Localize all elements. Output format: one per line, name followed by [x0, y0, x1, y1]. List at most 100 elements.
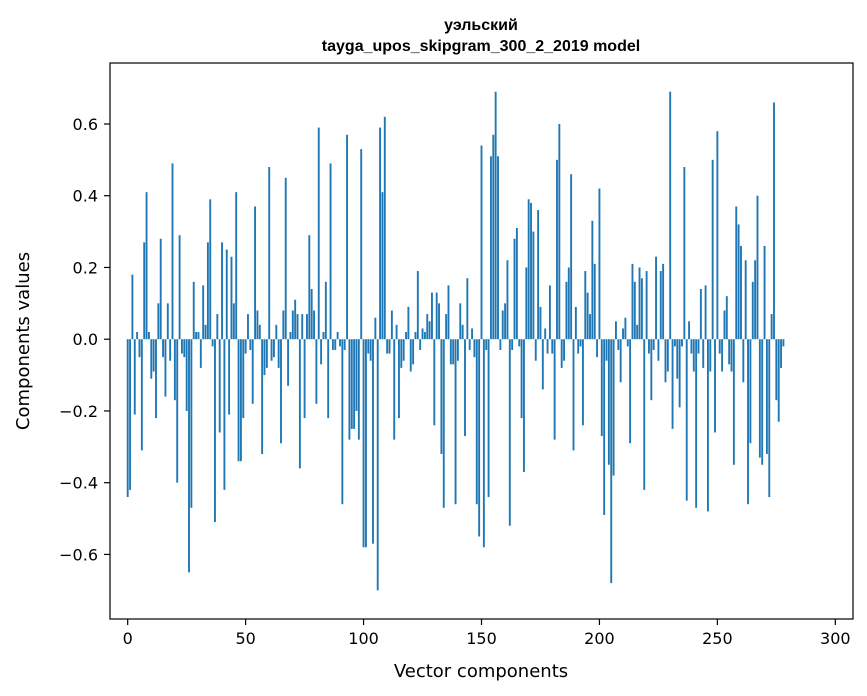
bar: [386, 339, 389, 354]
bar: [287, 339, 290, 386]
bar: [157, 303, 160, 340]
y-axis: −0.6 −0.4 −0.2 0.0 0.2 0.4 0.6: [59, 115, 110, 564]
y-tick-label: 0.0: [73, 330, 98, 349]
bar: [152, 339, 155, 372]
bar: [768, 339, 771, 498]
bar: [145, 192, 148, 340]
bar: [605, 339, 608, 361]
bar: [749, 339, 752, 444]
bar: [714, 339, 716, 433]
y-axis-label: Components values: [13, 252, 34, 430]
bar: [728, 339, 731, 365]
bar: [303, 339, 306, 419]
bar: [320, 339, 323, 365]
bar: [520, 339, 523, 419]
bar: [284, 177, 287, 340]
bar: [485, 339, 488, 350]
bar: [298, 339, 301, 469]
bar: [709, 339, 712, 372]
bar: [645, 271, 648, 340]
bar: [341, 339, 344, 505]
x-tick-label: 150: [466, 629, 497, 648]
bar: [402, 339, 405, 361]
bar: [454, 339, 457, 505]
bar: [275, 324, 278, 340]
bar: [643, 339, 646, 490]
bar: [268, 167, 271, 340]
bar: [445, 314, 448, 340]
bar: [308, 235, 311, 340]
bar: [574, 306, 577, 340]
bar: [692, 339, 695, 372]
bar: [504, 303, 507, 340]
bar: [471, 328, 474, 340]
bar: [367, 339, 370, 354]
bar: [242, 339, 245, 419]
bar: [393, 339, 396, 440]
bar: [244, 339, 247, 354]
bar: [721, 339, 724, 372]
bar: [551, 339, 554, 354]
bar: [126, 339, 129, 498]
bar: [218, 339, 221, 433]
bar: [723, 310, 726, 340]
bar: [155, 339, 157, 419]
bar: [350, 339, 353, 429]
bar: [487, 339, 490, 498]
bar: [732, 339, 735, 465]
bar: [780, 339, 783, 368]
bar: [456, 339, 459, 361]
bar: [464, 339, 466, 437]
bar: [381, 192, 384, 340]
bar: [147, 332, 150, 340]
bar: [364, 339, 367, 548]
bar: [544, 328, 547, 340]
bar: [421, 328, 424, 340]
bar: [489, 156, 492, 340]
y-tick-label: −0.6: [59, 545, 98, 564]
bar: [459, 303, 462, 340]
bar: [214, 339, 216, 523]
bar: [612, 339, 615, 476]
bar: [254, 206, 257, 340]
bar: [475, 339, 478, 505]
bar: [725, 296, 728, 340]
bar: [756, 195, 759, 340]
x-tick-label: 100: [348, 629, 379, 648]
bar: [747, 339, 749, 505]
bar: [362, 339, 365, 548]
bar: [718, 339, 721, 354]
bar: [376, 339, 379, 591]
bar: [688, 321, 691, 340]
bar: [372, 339, 374, 544]
bar: [348, 339, 351, 440]
bar: [593, 263, 596, 340]
bar: [263, 339, 266, 376]
bar: [619, 339, 622, 383]
bar: [251, 339, 254, 404]
bar: [310, 288, 313, 340]
bar: [763, 245, 766, 340]
bar: [685, 339, 688, 501]
bar: [581, 339, 584, 426]
bar: [681, 339, 683, 347]
bar: [322, 332, 325, 340]
bar: [622, 328, 624, 340]
bar: [334, 339, 337, 350]
bar: [742, 339, 745, 383]
bar: [565, 281, 568, 340]
bar: [669, 91, 672, 340]
bar: [447, 285, 450, 340]
y-tick-label: −0.4: [59, 474, 98, 493]
bar: [633, 281, 636, 340]
bar: [508, 339, 511, 526]
bar: [532, 231, 535, 340]
bar: [374, 317, 377, 340]
x-axis: 0 50 100 150 200 250 300: [123, 619, 851, 648]
x-tick-label: 300: [820, 629, 851, 648]
bar: [683, 167, 686, 340]
bar: [591, 220, 594, 340]
bar: [228, 339, 231, 415]
bar: [192, 281, 195, 340]
bar: [501, 310, 504, 340]
